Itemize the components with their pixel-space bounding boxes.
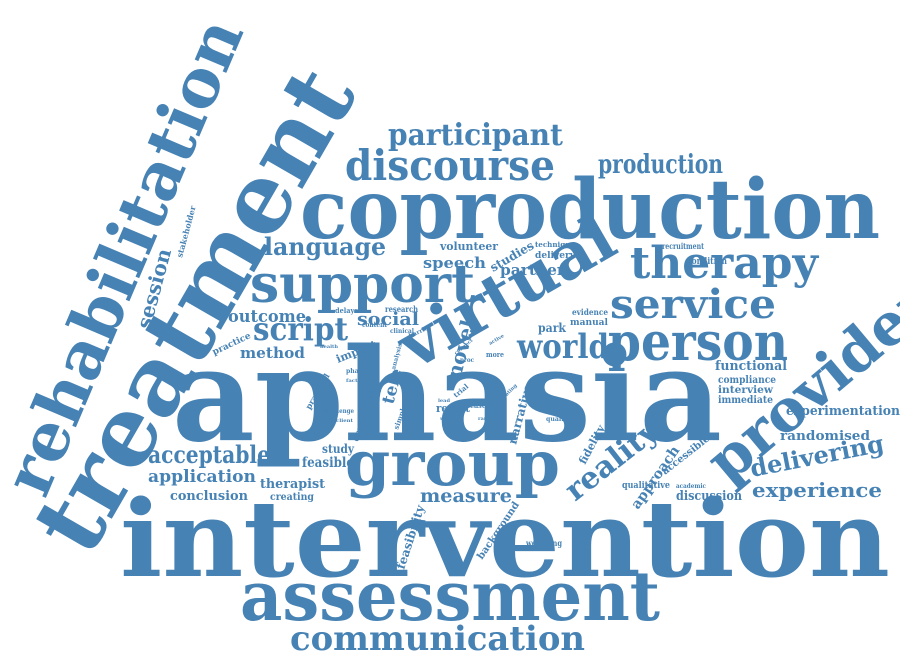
word-delivery: delivery	[535, 251, 576, 261]
word-proc: proc	[460, 357, 474, 364]
word-lead: lead	[438, 398, 450, 404]
word-range: range	[478, 416, 494, 422]
word-language: language	[264, 232, 386, 261]
word-discussion: discussion	[676, 489, 742, 504]
word-therapist: therapist	[260, 477, 325, 492]
word-intervention: intervention	[120, 476, 890, 601]
word-measure: measure	[420, 485, 512, 507]
word-health: health	[320, 344, 338, 350]
word-speech: speech	[423, 254, 486, 272]
word-park: park	[538, 321, 567, 335]
word-script: script	[253, 310, 348, 348]
word-immediate: immediate	[718, 395, 773, 406]
word-method: method	[240, 344, 306, 362]
word-aphasia: aphasia	[172, 321, 722, 471]
word-social: social	[357, 309, 419, 330]
word-wellbeing: wellbeing	[525, 538, 562, 548]
word-outcome: outcome	[228, 307, 306, 327]
word-experimentation: experimentation	[786, 404, 900, 419]
word-result: result	[436, 402, 471, 415]
word-person: person	[608, 312, 788, 373]
word-more: more	[486, 350, 504, 359]
word-evidence: evidence	[572, 307, 608, 317]
word-world: world	[516, 327, 609, 367]
word-production: production	[598, 150, 723, 180]
word-randomised: randomised	[780, 429, 870, 444]
word-manual: manual	[570, 318, 609, 328]
word-quality: quality	[546, 416, 571, 423]
word-coproduction: coproduction	[300, 162, 880, 258]
word-recruitment: recruitment	[662, 241, 704, 251]
word-user: user	[440, 416, 454, 422]
word-technique: technique	[535, 240, 576, 249]
word-acceptable: acceptable	[148, 440, 270, 469]
word-factor: factor	[346, 378, 364, 384]
word-challenge: challenge	[324, 408, 354, 415]
word-clinical: clinical	[390, 328, 415, 335]
word-interview: interview	[718, 385, 773, 396]
word-functional: functional	[715, 359, 787, 374]
word-compliance: compliance	[718, 375, 776, 386]
word-discourse: discourse	[345, 141, 555, 190]
word-support: support	[250, 254, 475, 315]
word-client: client	[336, 418, 354, 424]
word-conclusion: conclusion	[170, 489, 249, 504]
word-academic: academic	[676, 483, 706, 490]
word-condition: condition	[687, 257, 727, 267]
word-testing: testing	[556, 408, 581, 415]
word-experience: experience	[752, 478, 882, 502]
word-feasible: feasible	[302, 455, 354, 471]
word-study: study	[322, 442, 355, 456]
word-therapy: therapy	[630, 238, 819, 289]
word-content: content	[362, 320, 388, 329]
word-research: research	[385, 304, 418, 314]
word-case: case	[470, 401, 486, 410]
word-assessment: assessment	[240, 557, 661, 637]
word-partner: partner	[500, 261, 566, 279]
word-participant: participant	[388, 118, 563, 153]
word-effect: effect	[364, 388, 382, 394]
word-month: month	[556, 373, 575, 380]
word-group: group	[345, 427, 560, 500]
word-phase: phase	[346, 368, 366, 375]
word-creating: creating	[270, 492, 314, 503]
word-qualitative: qualitative	[622, 481, 670, 491]
word-service: service	[610, 281, 776, 328]
word-communication: communication	[290, 619, 585, 658]
word-delayed: delayed	[335, 306, 363, 315]
word-application: application	[148, 467, 256, 487]
word-volunteer: volunteer	[439, 240, 498, 253]
